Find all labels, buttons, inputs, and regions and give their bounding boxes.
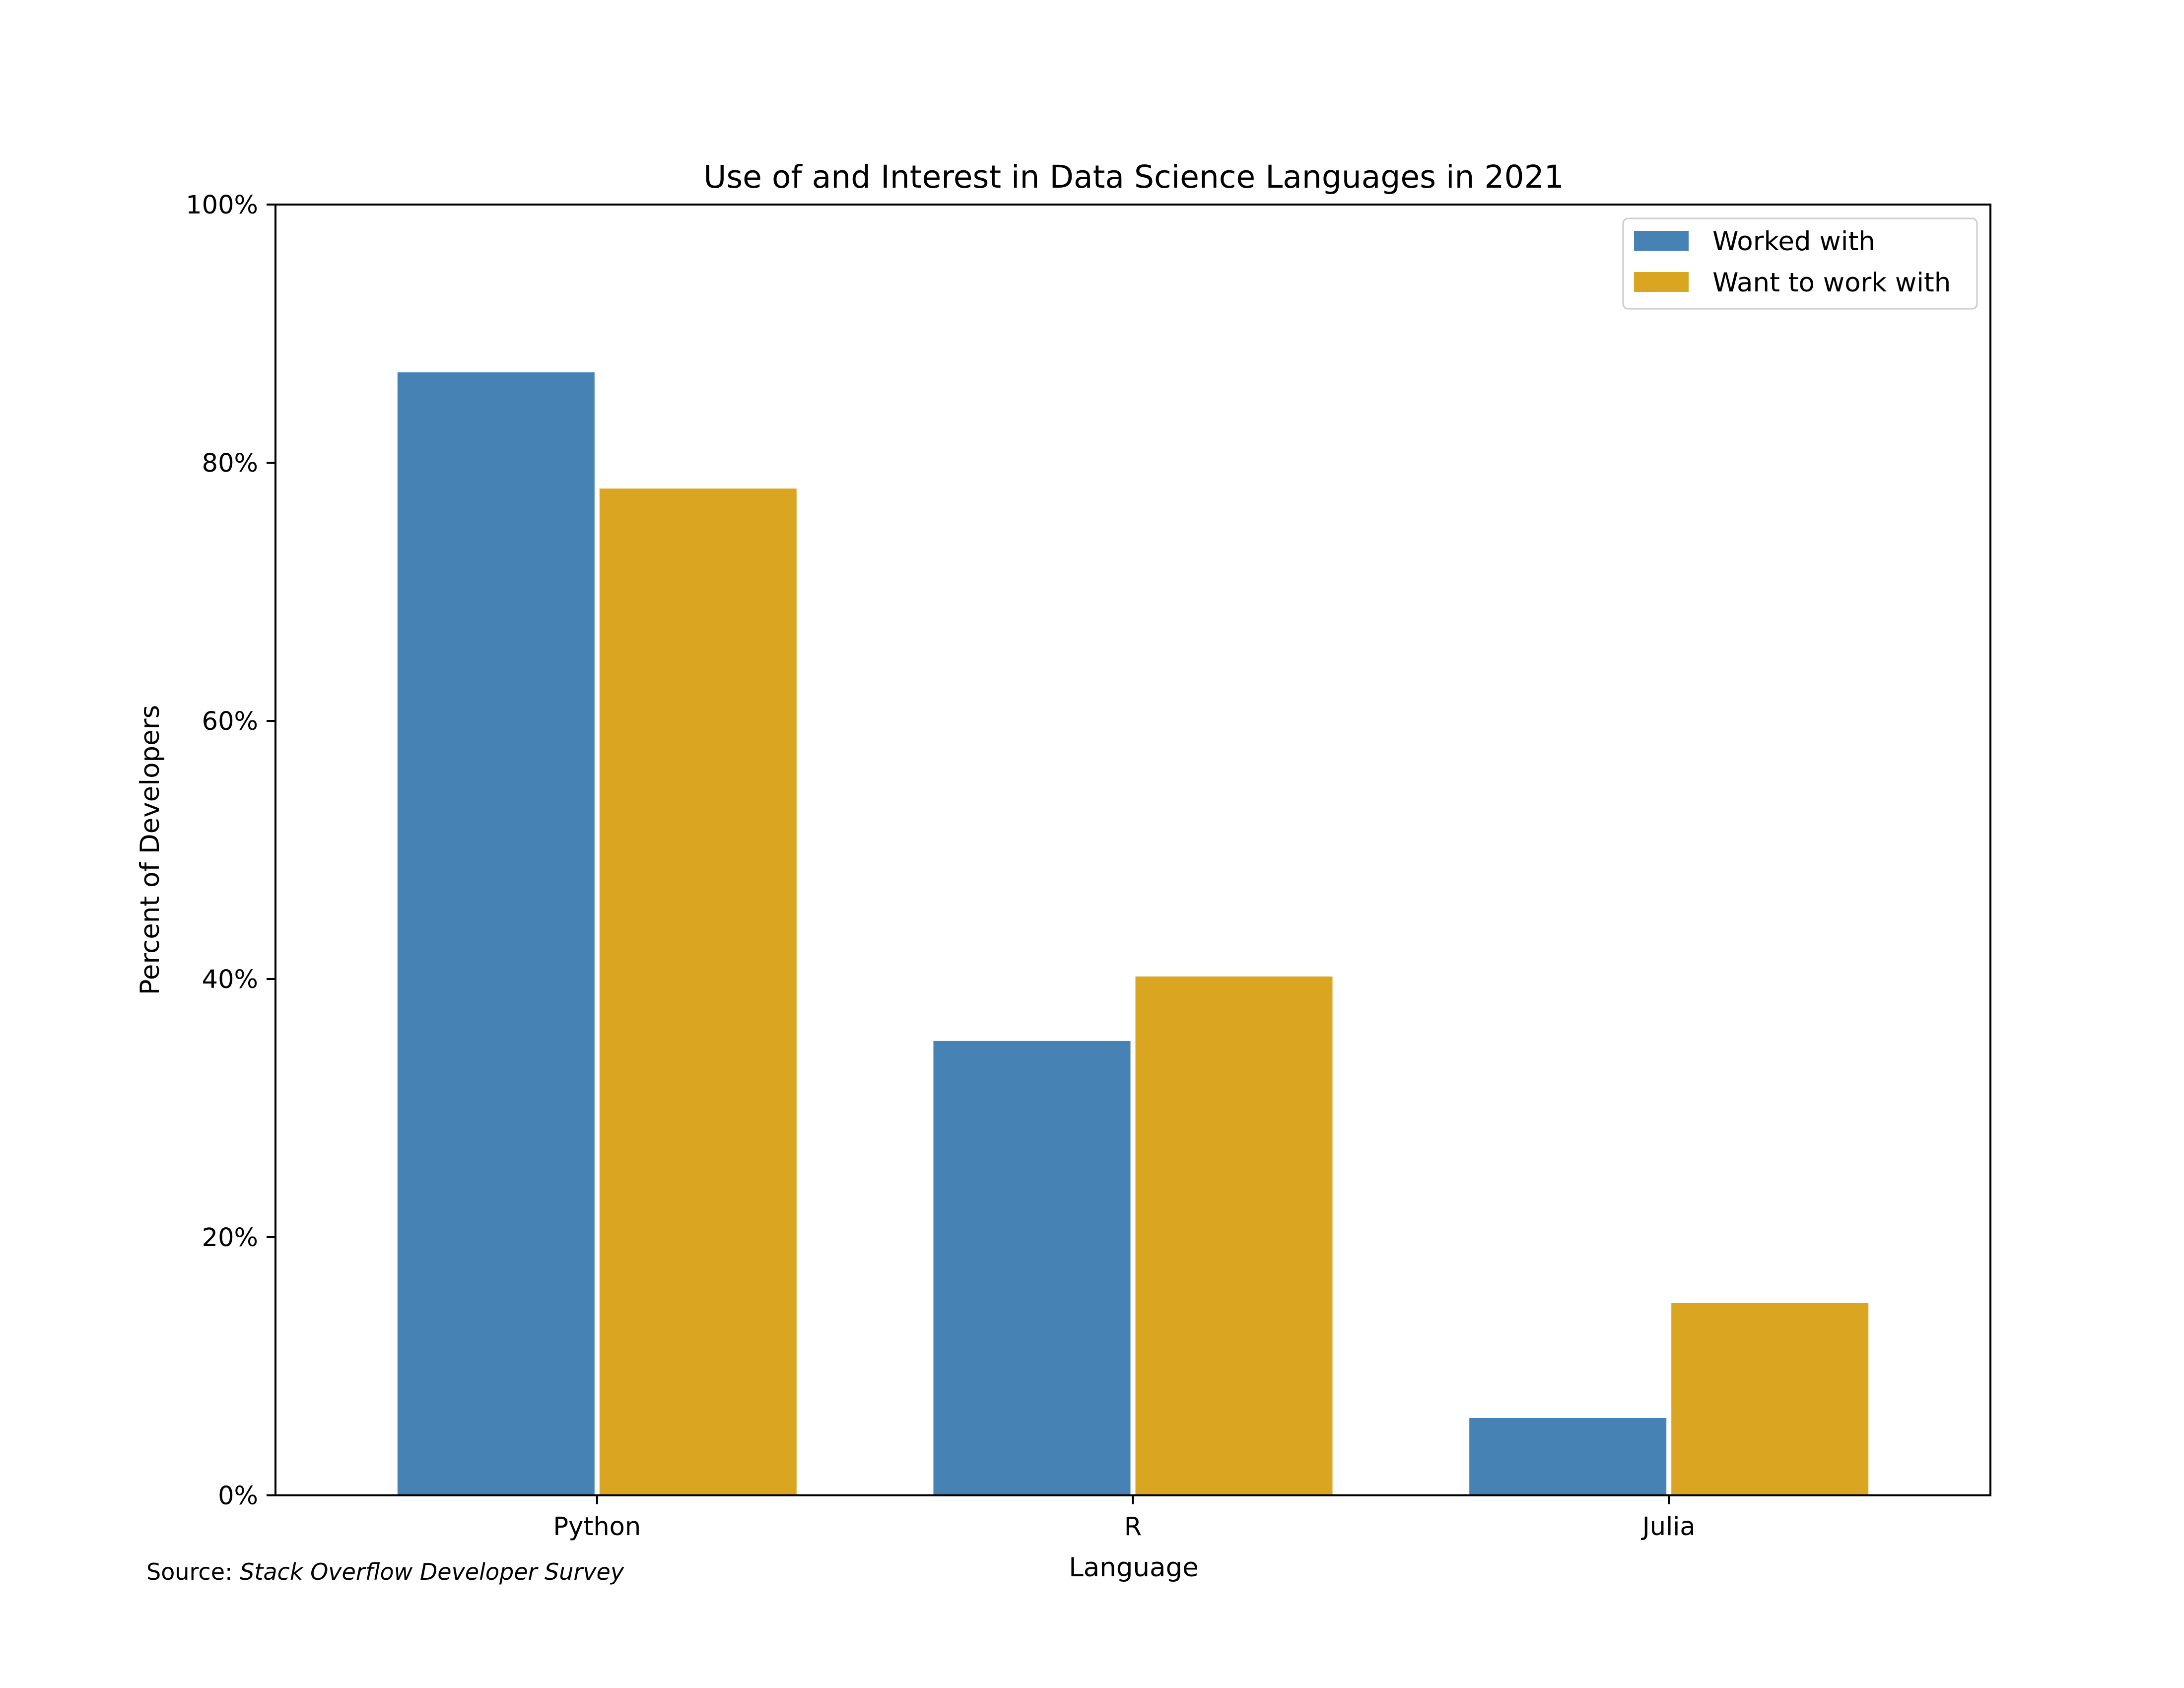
legend-label-want-to-work-with: Want to work with (1712, 268, 1951, 298)
bar-julia-want-to-work-with (1671, 1303, 1869, 1495)
legend-label-worked-with: Worked with (1712, 226, 1875, 257)
y-axis-title: Percent of Developers (135, 705, 165, 995)
x-tick-label-python: Python (553, 1512, 641, 1542)
legend-box (1622, 217, 1978, 310)
bar-julia-worked-with (1469, 1418, 1667, 1495)
legend-swatch-worked-with (1634, 231, 1689, 251)
bar-python-want-to-work-with (599, 489, 797, 1495)
y-tick-label: 100% (186, 191, 258, 220)
bar-r-want-to-work-with (1135, 976, 1333, 1495)
y-tick-label: 20% (202, 1223, 258, 1253)
y-tick-label: 0% (218, 1481, 258, 1511)
x-tick-label-r: R (1124, 1512, 1142, 1542)
x-tick-label-julia: Julia (1641, 1512, 1696, 1542)
chart-title: Use of and Interest in Data Science Lang… (703, 159, 1564, 195)
y-tick-label: 80% (202, 449, 258, 478)
bar-r-worked-with (933, 1041, 1131, 1495)
bars-group (397, 372, 1869, 1495)
legend-swatch-want-to-work-with (1634, 272, 1689, 292)
source-prefix: Source: (146, 1558, 240, 1585)
y-tick-label: 60% (202, 707, 258, 736)
y-axis: 0% 20% 40% 60% 80% 100% (186, 191, 275, 1511)
x-axis: Python R Julia (553, 1495, 1696, 1542)
x-axis-title: Language (1069, 1552, 1199, 1583)
bar-python-worked-with (397, 372, 595, 1495)
source-note: Source: Stack Overflow Developer Survey (146, 1558, 624, 1585)
legend: Worked with Want to work with (1622, 217, 1978, 310)
source-name: Stack Overflow Developer Survey (240, 1558, 624, 1585)
y-tick-label: 40% (202, 965, 258, 994)
